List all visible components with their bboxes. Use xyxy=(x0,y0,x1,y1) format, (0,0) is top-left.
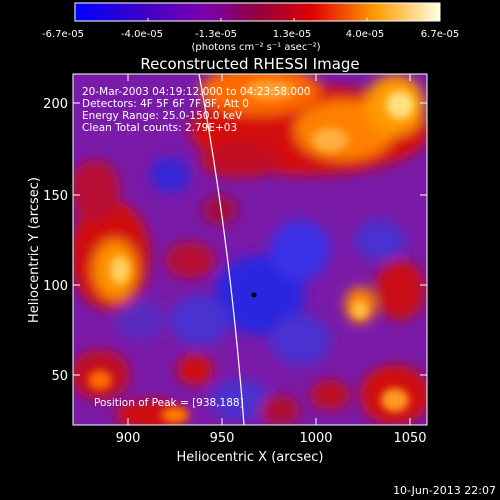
annotation-energy-range: Energy Range: 25.0-150.0 keV xyxy=(82,110,243,122)
footer-timestamp: 10-Jun-2013 22:07 xyxy=(393,484,496,497)
colorbar-tick-label: -1.3e-05 xyxy=(195,29,237,40)
colorbar-tick-label: 1.3e-05 xyxy=(273,29,311,40)
colorbar xyxy=(74,2,441,22)
annotation-method: Clean Total counts: 2.79E+03 xyxy=(82,122,237,134)
plot-title: Reconstructed RHESSI Image xyxy=(140,55,359,73)
colorbar-tick-label: 4.0e-05 xyxy=(346,29,384,40)
solar-limb xyxy=(198,74,245,425)
colorbar-tick-label: -4.0e-05 xyxy=(121,29,163,40)
y-axis-ticks xyxy=(73,102,427,376)
y-tick-label: 200 xyxy=(43,97,68,112)
peak-marker xyxy=(251,292,257,298)
colorbar-units: (photons cm⁻² s⁻¹ asec⁻²) xyxy=(191,42,320,53)
x-axis-label: Heliocentric X (arcsec) xyxy=(177,450,324,465)
x-tick-label: 1050 xyxy=(393,431,426,446)
y-tick-label: 150 xyxy=(43,189,68,204)
annotation-time-range: 20-Mar-2003 04:19:12.000 to 04:23:58.000 xyxy=(82,86,310,98)
y-tick-label: 50 xyxy=(51,369,68,384)
x-axis-ticks xyxy=(127,74,411,425)
x-tick-label: 1000 xyxy=(299,431,332,446)
x-tick-label: 900 xyxy=(116,431,141,446)
colorbar-tick-label: 6.7e-05 xyxy=(421,29,459,40)
plot-frame xyxy=(72,73,428,426)
annotation-peak: Position of Peak = [938,188] xyxy=(94,397,244,409)
rhessi-image xyxy=(73,74,427,425)
y-tick-label: 100 xyxy=(43,279,68,294)
x-tick-label: 950 xyxy=(210,431,235,446)
annotation-detectors: Detectors: 4F 5F 6F 7F 8F, Att 0 xyxy=(82,98,249,110)
colorbar-ticks xyxy=(147,18,368,21)
colorbar-tick-label: -6.7e-05 xyxy=(42,29,84,40)
y-axis-label: Heliocentric Y (arcsec) xyxy=(27,177,42,323)
